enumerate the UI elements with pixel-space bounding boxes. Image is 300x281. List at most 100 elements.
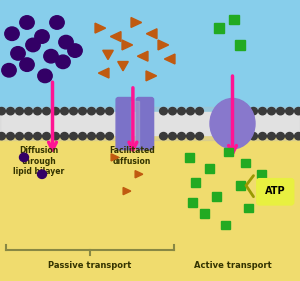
Circle shape	[44, 49, 58, 63]
Bar	[244, 204, 253, 212]
Polygon shape	[95, 23, 106, 33]
Circle shape	[277, 107, 284, 115]
Circle shape	[97, 133, 104, 140]
Circle shape	[26, 38, 40, 52]
Circle shape	[160, 133, 167, 140]
Circle shape	[5, 27, 19, 40]
Circle shape	[25, 133, 32, 140]
Bar	[256, 170, 266, 178]
Circle shape	[250, 107, 257, 115]
Polygon shape	[135, 171, 143, 178]
Circle shape	[295, 133, 300, 140]
Circle shape	[20, 58, 34, 71]
Circle shape	[196, 133, 203, 140]
Bar	[242, 159, 250, 167]
Circle shape	[196, 107, 203, 115]
Text: ATP: ATP	[265, 186, 285, 196]
Circle shape	[20, 16, 34, 29]
Circle shape	[250, 133, 257, 140]
Circle shape	[79, 133, 86, 140]
Circle shape	[38, 69, 52, 83]
Polygon shape	[118, 62, 128, 71]
Circle shape	[88, 133, 95, 140]
Circle shape	[0, 133, 5, 140]
Bar	[200, 209, 208, 218]
Circle shape	[68, 44, 82, 57]
Circle shape	[88, 107, 95, 115]
Bar	[0, 0, 300, 127]
Circle shape	[70, 133, 77, 140]
Polygon shape	[158, 40, 169, 50]
Circle shape	[20, 153, 28, 162]
Circle shape	[97, 107, 104, 115]
Circle shape	[106, 133, 113, 140]
Polygon shape	[110, 31, 121, 42]
Circle shape	[160, 107, 167, 115]
Circle shape	[295, 107, 300, 115]
Circle shape	[25, 107, 32, 115]
Circle shape	[70, 107, 77, 115]
Text: Facilitated
diffusion: Facilitated diffusion	[109, 146, 155, 166]
Bar	[235, 40, 245, 49]
Polygon shape	[111, 154, 119, 161]
Circle shape	[259, 107, 266, 115]
Circle shape	[61, 107, 68, 115]
Circle shape	[52, 107, 59, 115]
Circle shape	[34, 133, 41, 140]
Polygon shape	[122, 40, 133, 50]
Circle shape	[7, 133, 14, 140]
Circle shape	[187, 107, 194, 115]
Polygon shape	[137, 51, 148, 61]
Circle shape	[16, 107, 23, 115]
Circle shape	[16, 133, 23, 140]
Circle shape	[38, 170, 46, 178]
Bar	[236, 181, 244, 190]
Bar	[229, 15, 239, 24]
Text: Passive transport: Passive transport	[48, 261, 132, 270]
Polygon shape	[131, 17, 142, 28]
Bar	[0, 107, 300, 140]
Circle shape	[61, 133, 68, 140]
Circle shape	[43, 133, 50, 140]
Bar	[0, 124, 300, 281]
Circle shape	[106, 107, 113, 115]
Bar	[212, 192, 220, 201]
Bar	[206, 164, 214, 173]
Bar	[184, 153, 194, 162]
Circle shape	[169, 133, 176, 140]
Circle shape	[56, 55, 70, 69]
Circle shape	[268, 107, 275, 115]
Text: Diffusion
through
lipid bilayer: Diffusion through lipid bilayer	[14, 146, 64, 176]
Circle shape	[34, 107, 41, 115]
Text: Active transport: Active transport	[194, 261, 272, 270]
Circle shape	[169, 107, 176, 115]
Polygon shape	[164, 54, 175, 64]
Circle shape	[286, 107, 293, 115]
Polygon shape	[123, 187, 131, 195]
Bar	[190, 178, 200, 187]
Bar	[214, 23, 224, 33]
Circle shape	[259, 133, 266, 140]
Circle shape	[178, 107, 185, 115]
FancyBboxPatch shape	[116, 98, 134, 150]
Circle shape	[2, 64, 16, 77]
Bar	[224, 148, 232, 156]
Circle shape	[187, 133, 194, 140]
Circle shape	[35, 30, 49, 43]
Polygon shape	[146, 29, 157, 39]
Bar	[0, 112, 300, 135]
Ellipse shape	[210, 99, 255, 149]
Circle shape	[7, 107, 14, 115]
Circle shape	[52, 133, 59, 140]
Circle shape	[11, 47, 25, 60]
Bar	[188, 198, 196, 207]
Circle shape	[286, 133, 293, 140]
Circle shape	[178, 133, 185, 140]
Circle shape	[50, 16, 64, 29]
Polygon shape	[98, 68, 109, 78]
Bar	[220, 221, 230, 229]
Circle shape	[277, 133, 284, 140]
Circle shape	[59, 35, 73, 49]
Circle shape	[268, 133, 275, 140]
Circle shape	[79, 107, 86, 115]
